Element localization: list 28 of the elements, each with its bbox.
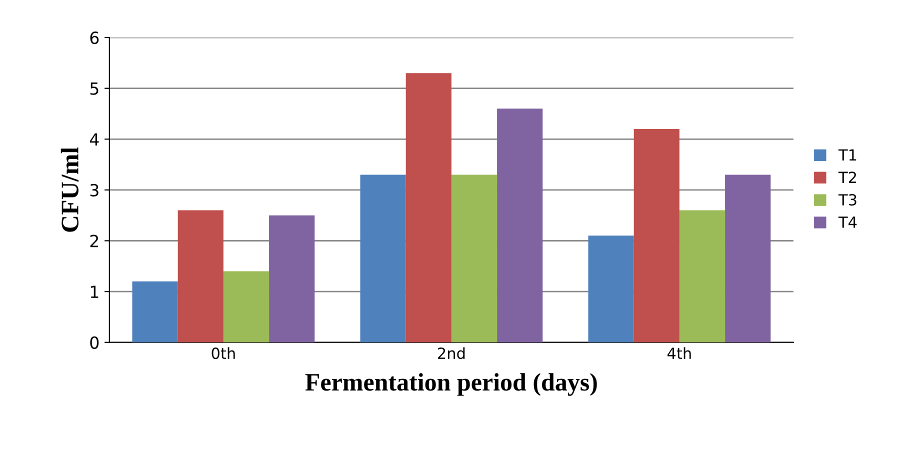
bar — [223, 271, 270, 342]
legend-label: T3 — [838, 194, 856, 206]
bar — [360, 174, 406, 342]
y-tick-label: 3 — [90, 184, 98, 197]
x-tick-label: 4th — [667, 347, 691, 359]
bar — [679, 210, 726, 342]
x-axis-title: Fermentation period (days) — [305, 373, 597, 396]
legend-label: T1 — [838, 149, 856, 161]
y-axis-title: CFU/ml — [60, 147, 78, 232]
bar — [451, 174, 498, 342]
y-tick-label: 4 — [90, 133, 99, 146]
legend-label: T2 — [838, 172, 856, 183]
x-tick-label: 0th — [212, 347, 235, 360]
bar — [269, 215, 315, 342]
bar — [725, 174, 771, 342]
x-tick-label: 2nd — [438, 347, 465, 360]
legend-label: T4 — [838, 216, 857, 228]
bar — [497, 108, 543, 342]
bar — [588, 236, 634, 342]
y-tick-label: 6 — [90, 31, 99, 44]
y-tick-label: 0 — [90, 336, 99, 349]
bar — [634, 128, 680, 342]
bar — [406, 73, 452, 342]
bar — [178, 210, 224, 342]
y-tick-label: 2 — [90, 234, 98, 248]
bar — [132, 281, 178, 342]
y-tick-label: 5 — [90, 82, 98, 95]
y-tick-label: 1 — [90, 286, 98, 298]
